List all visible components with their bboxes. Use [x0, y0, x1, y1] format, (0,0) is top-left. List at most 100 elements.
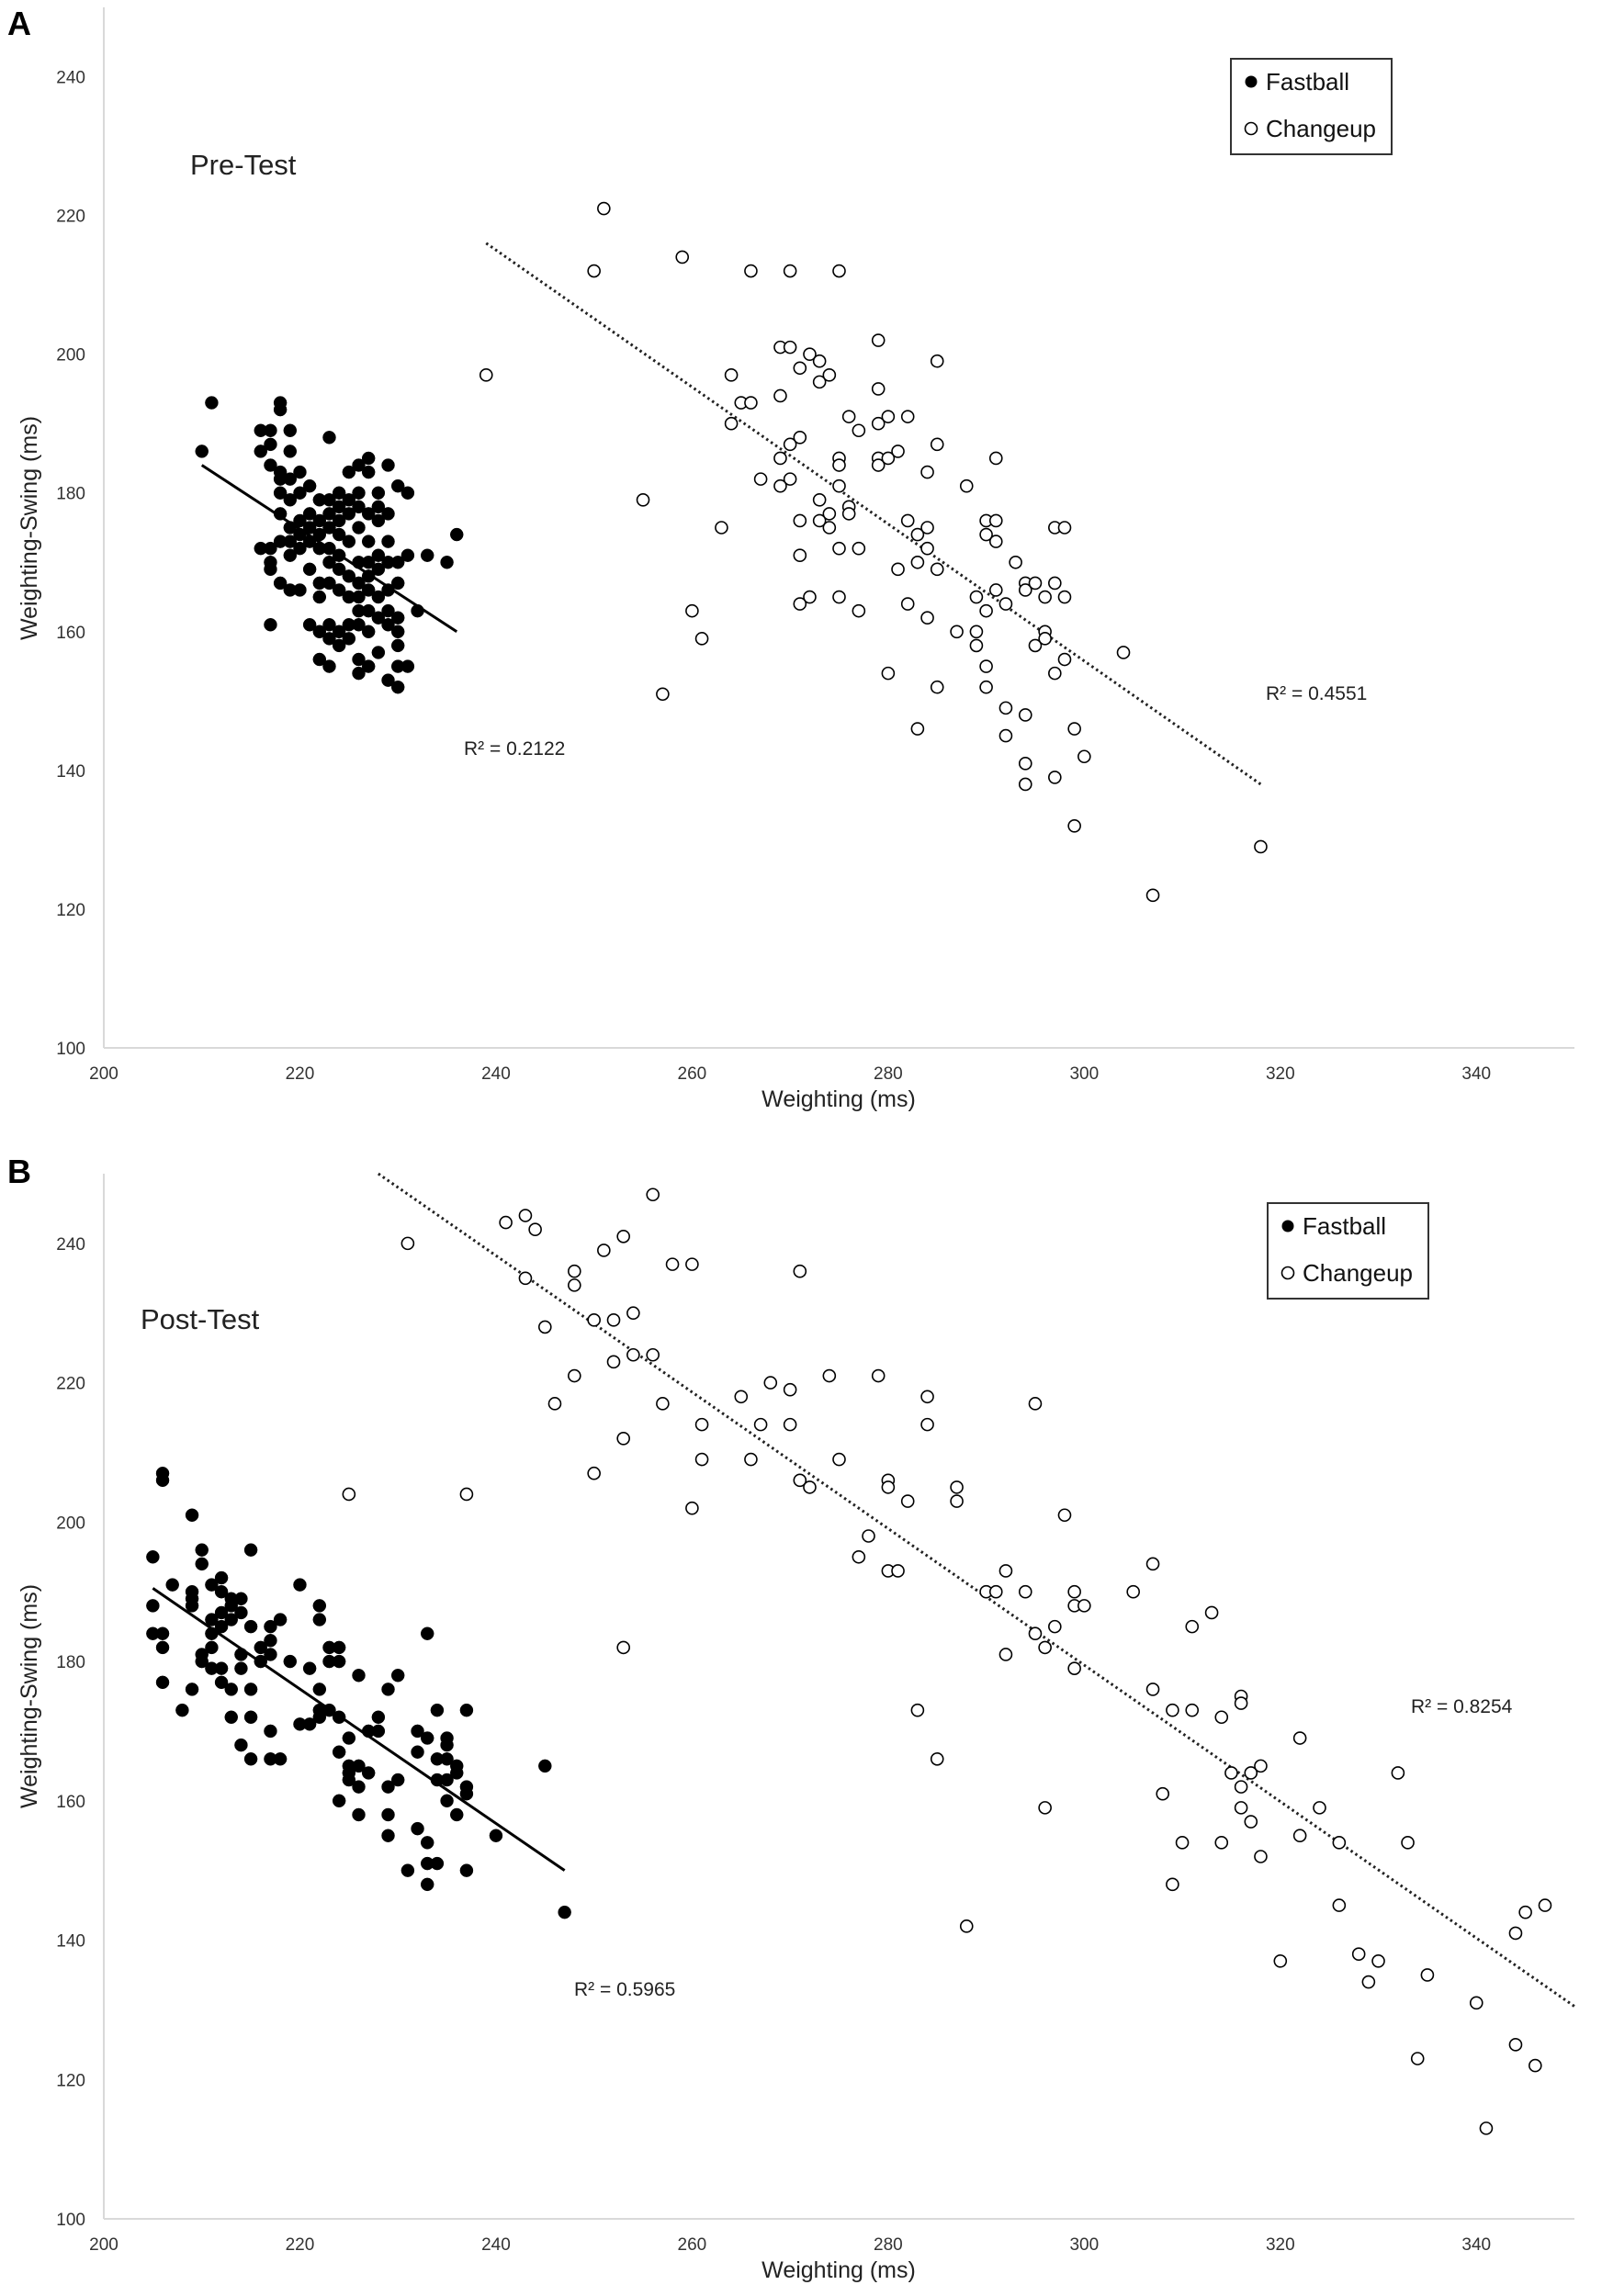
point-changeup [871, 458, 886, 472]
point-changeup [753, 1417, 768, 1432]
point-fastball [332, 1654, 346, 1669]
y-axis-title: Weighting-Swing (ms) [17, 1584, 42, 1808]
point-changeup [1048, 771, 1062, 784]
y-tick-label: 220 [56, 1375, 85, 1394]
point-fastball [312, 1613, 327, 1626]
point-fastball [430, 1856, 445, 1871]
point-changeup [852, 1549, 866, 1564]
point-changeup [715, 521, 728, 535]
point-changeup [793, 597, 807, 611]
point-changeup [1214, 1710, 1229, 1725]
point-changeup [1518, 1905, 1532, 1919]
point-changeup [920, 465, 934, 479]
point-changeup [832, 541, 846, 556]
point-changeup [998, 597, 1013, 611]
point-changeup [1538, 1898, 1552, 1912]
point-fastball [390, 638, 405, 653]
x-tick-label: 300 [1069, 1064, 1099, 1084]
point-fastball [322, 507, 336, 521]
point-changeup [773, 388, 787, 403]
point-changeup [724, 416, 739, 431]
point-changeup [597, 201, 611, 216]
point-changeup [998, 1564, 1013, 1578]
point-changeup [1244, 1815, 1258, 1829]
legend-label-fastball: Fastball [1303, 1212, 1386, 1240]
point-fastball [411, 603, 424, 618]
point-changeup [1185, 1619, 1200, 1634]
point-changeup [1077, 749, 1091, 764]
point-changeup [763, 1376, 778, 1390]
point-changeup [1038, 632, 1052, 646]
point-fastball [273, 576, 288, 591]
point-changeup [900, 513, 915, 528]
point-changeup [920, 1417, 934, 1432]
point-changeup [1254, 1759, 1268, 1773]
point-fastball [243, 1543, 258, 1557]
point-fastball [195, 1557, 209, 1571]
point-fastball [293, 1578, 307, 1592]
point-changeup [988, 513, 1003, 528]
point-changeup [616, 1640, 630, 1655]
x-tick-label: 260 [678, 2235, 707, 2255]
point-fastball [489, 1829, 503, 1842]
point-changeup [783, 1382, 797, 1397]
point-fastball [312, 527, 327, 542]
point-fastball [332, 527, 346, 542]
point-changeup [1254, 1850, 1268, 1863]
point-fastball [234, 1738, 248, 1752]
point-fastball [411, 1821, 424, 1836]
y-tick-label: 100 [56, 2211, 85, 2230]
point-changeup [1313, 1801, 1326, 1815]
point-fastball [155, 1640, 170, 1655]
point-fastball [361, 451, 376, 466]
point-fastball [352, 458, 366, 472]
legend-label-changeup: Changeup [1266, 115, 1376, 142]
legend-marker-changeup [1244, 121, 1258, 136]
r2-label-fastball: R² = 0.5965 [574, 1979, 675, 2000]
panel-label-a: A [7, 5, 31, 42]
point-changeup [793, 1473, 807, 1488]
point-fastball [322, 493, 336, 507]
point-fastball [411, 1745, 424, 1759]
point-fastball [283, 472, 298, 486]
r2-label-fastball: R² = 0.2122 [464, 738, 565, 760]
point-changeup [783, 264, 797, 278]
point-fastball [234, 1592, 248, 1606]
point-fastball [322, 556, 336, 569]
point-fastball [283, 445, 298, 458]
point-changeup [930, 1751, 944, 1766]
point-fastball [381, 507, 395, 521]
point-fastball [371, 590, 386, 604]
legend-box [1230, 58, 1393, 155]
point-fastball [205, 1578, 219, 1592]
point-fastball [214, 1570, 229, 1585]
point-fastball [332, 548, 346, 562]
point-fastball [312, 1683, 327, 1696]
point-changeup [1057, 521, 1072, 535]
point-changeup [930, 437, 944, 452]
point-changeup [1508, 1926, 1523, 1941]
point-changeup [616, 1431, 630, 1446]
point-changeup [988, 535, 1003, 548]
point-changeup [1234, 1780, 1248, 1794]
point-changeup [852, 541, 866, 556]
point-fastball [283, 493, 298, 507]
point-fastball [283, 548, 298, 562]
point-fastball [440, 1794, 454, 1808]
point-fastball [400, 1863, 415, 1877]
x-tick-labels: 200 220 240 260 280 300 320 340 [89, 1064, 1491, 1084]
point-changeup [900, 597, 915, 611]
point-fastball [352, 617, 366, 632]
point-changeup [979, 527, 993, 542]
point-changeup [832, 590, 846, 604]
point-changeup [910, 527, 925, 542]
point-fastball [332, 1745, 346, 1759]
point-fastball [420, 1731, 434, 1745]
point-fastball [264, 423, 277, 438]
point-fastball [390, 576, 405, 591]
point-fastball [224, 1599, 239, 1613]
point-fastball [342, 1773, 356, 1787]
point-fastball [205, 1613, 219, 1626]
point-fastball [234, 1648, 248, 1661]
point-changeup [871, 1368, 886, 1383]
